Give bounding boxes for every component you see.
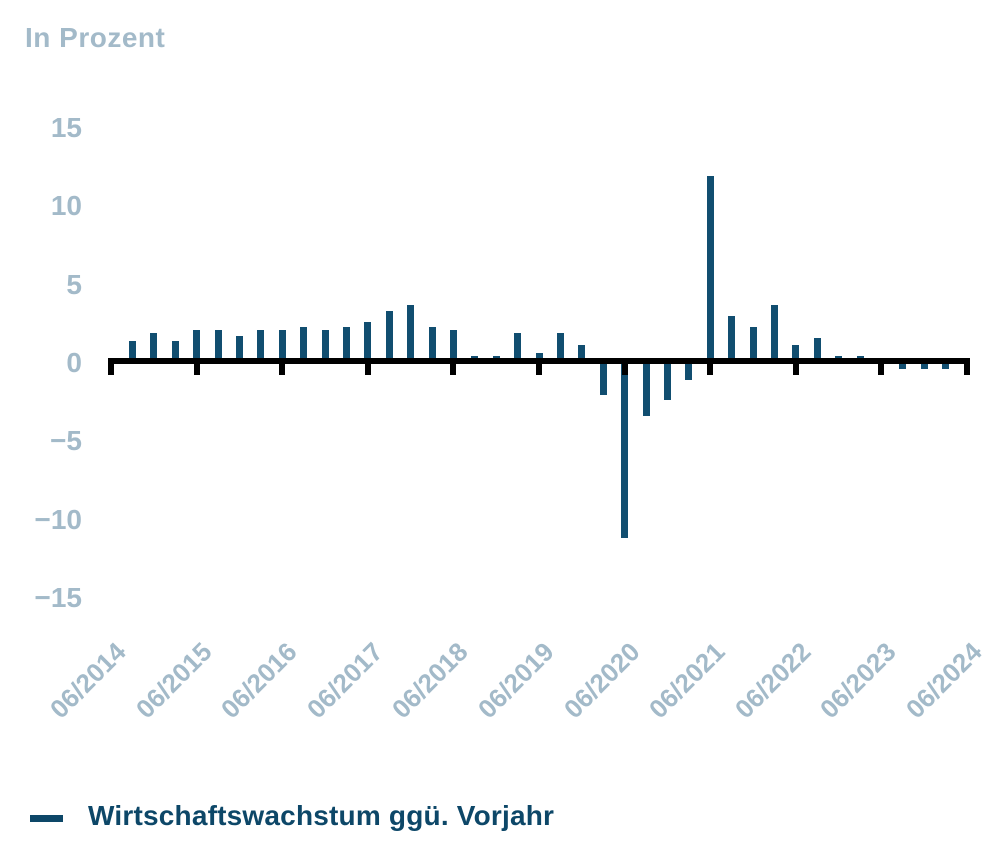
- bar: [899, 361, 907, 369]
- bar: [514, 332, 522, 364]
- bar: [663, 361, 671, 401]
- x-axis-tick: [450, 358, 457, 375]
- y-axis-tick-label: 5: [66, 268, 82, 300]
- x-axis-tick: [621, 358, 628, 375]
- bar: [428, 326, 436, 364]
- bar: [578, 345, 586, 364]
- legend: Wirtschaftswachstum ggü. Vorjahr: [30, 800, 554, 832]
- legend-marker: [30, 814, 63, 822]
- bar: [770, 304, 778, 364]
- bar: [342, 326, 350, 364]
- bar: [193, 329, 201, 364]
- legend-label: Wirtschaftswachstum ggü. Vorjahr: [88, 800, 555, 831]
- bar: [621, 361, 629, 538]
- x-axis-tick: [364, 358, 371, 375]
- bar: [171, 340, 179, 364]
- bar: [685, 361, 693, 380]
- x-axis-tick: [279, 358, 286, 375]
- x-axis-tick: [707, 358, 714, 375]
- bar: [920, 361, 928, 369]
- bar: [792, 345, 800, 364]
- y-axis-tick-label: −15: [34, 581, 83, 613]
- y-axis-tick-label: 15: [50, 112, 82, 144]
- bar: [556, 332, 564, 364]
- y-axis-tick-label: 0: [66, 347, 82, 378]
- y-axis-tick-label: −5: [50, 425, 82, 457]
- bar: [407, 304, 415, 364]
- bar: [128, 340, 136, 364]
- chart-title: In Prozent: [25, 22, 166, 53]
- bar: [749, 326, 757, 364]
- bar: [300, 326, 308, 364]
- x-axis-tick: [878, 358, 885, 375]
- x-axis-tick: [193, 358, 200, 375]
- bar: [942, 361, 950, 369]
- bar: [813, 337, 821, 364]
- y-axis-tick-label: 10: [50, 190, 82, 222]
- x-axis-tick: [108, 358, 114, 375]
- bar: [278, 329, 286, 364]
- x-axis-tick: [792, 358, 799, 375]
- bar: [321, 329, 329, 364]
- bar: [706, 176, 714, 364]
- y-axis-tick-label: −10: [34, 503, 83, 535]
- x-axis-tick: [964, 358, 970, 375]
- bar: [449, 329, 457, 364]
- bar: [257, 329, 265, 364]
- bar: [642, 361, 650, 416]
- bar: [214, 329, 222, 364]
- bar: [235, 335, 243, 364]
- bar: [728, 315, 736, 364]
- x-axis-tick: [536, 358, 542, 375]
- bar: [364, 321, 372, 364]
- bar: [599, 361, 607, 396]
- bar: [150, 332, 158, 364]
- bar: [385, 310, 393, 364]
